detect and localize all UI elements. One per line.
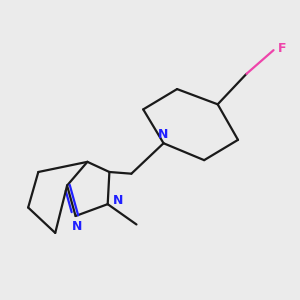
Text: N: N xyxy=(113,194,123,207)
Text: N: N xyxy=(72,220,83,232)
Text: F: F xyxy=(278,42,286,55)
Text: N: N xyxy=(158,128,169,141)
